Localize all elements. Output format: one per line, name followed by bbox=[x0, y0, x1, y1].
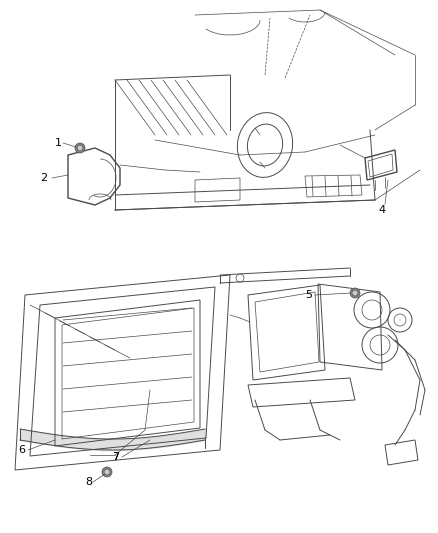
Circle shape bbox=[350, 288, 360, 298]
Text: 7: 7 bbox=[112, 452, 119, 462]
Text: 8: 8 bbox=[85, 477, 92, 487]
Circle shape bbox=[77, 145, 83, 151]
Circle shape bbox=[352, 290, 358, 296]
Text: 1: 1 bbox=[55, 138, 62, 148]
Text: 2: 2 bbox=[40, 173, 47, 183]
Text: 5: 5 bbox=[305, 290, 312, 300]
Circle shape bbox=[75, 143, 85, 153]
Text: 7: 7 bbox=[112, 452, 119, 462]
Text: 6: 6 bbox=[18, 445, 25, 455]
Circle shape bbox=[102, 467, 112, 477]
Circle shape bbox=[104, 469, 110, 475]
Text: 4: 4 bbox=[378, 205, 385, 215]
